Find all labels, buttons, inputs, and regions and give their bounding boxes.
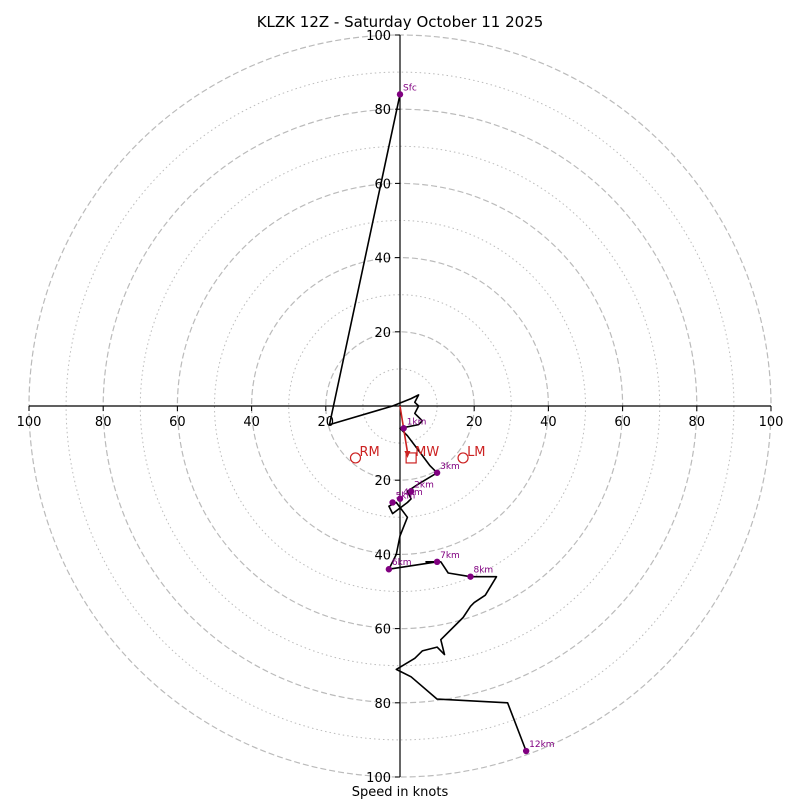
x-tick-label: 60: [169, 415, 186, 430]
height-marker-3km: [433, 469, 441, 476]
x-tick-label: 20: [466, 415, 483, 430]
height-marker-1km: [400, 425, 407, 432]
x-tick-label: 100: [759, 415, 784, 430]
storm-motion-rm: [349, 452, 362, 464]
height-marker-label: 3km: [440, 462, 460, 472]
y-tick-label: 100: [366, 29, 391, 44]
height-marker-label: 4km: [403, 488, 423, 498]
storm-motion-label: LM: [467, 445, 485, 460]
y-tick-label: 60: [374, 623, 391, 638]
tick-labels: 100 80 60 40 20 20 40 60 80 100100806040202040608…: [17, 29, 784, 786]
x-tick-label: 40: [243, 415, 260, 430]
height-marker-label: Sfc: [403, 83, 417, 93]
height-marker-sfc: [396, 91, 404, 98]
y-tick-label: 40: [374, 252, 391, 267]
x-tick-label: 100: [17, 415, 42, 430]
x-tick-label: 80: [689, 415, 706, 430]
x-tick-label: 40: [540, 415, 557, 430]
y-tick-label: 100: [366, 771, 391, 786]
y-tick-label: 80: [374, 103, 391, 118]
height-marker-label: 2km: [414, 480, 434, 490]
y-tick-label: 20: [374, 474, 391, 489]
chart-title: KLZK 12Z - Saturday October 11 2025: [257, 13, 544, 31]
height-marker-2km: [407, 488, 415, 495]
y-tick-label: 40: [374, 548, 391, 563]
height-marker-12km: [522, 747, 530, 755]
height-marker-5km: [389, 499, 396, 506]
hodograph-trace: [328, 94, 527, 752]
height-marker-label: 5km: [396, 491, 416, 501]
height-marker-label: 1km: [407, 417, 427, 427]
mean-wind-arrowhead: [404, 450, 411, 458]
storm-motion-label: RM: [359, 445, 379, 460]
storm-motion-label: MW: [415, 445, 439, 460]
y-tick-label: 80: [374, 697, 391, 712]
hodograph-line: [328, 94, 527, 752]
height-marker-label: 6km: [392, 558, 412, 568]
height-marker-label: 12km: [529, 740, 554, 750]
storm-motion-mw: [405, 452, 417, 464]
height-marker-label: 7km: [440, 551, 460, 561]
height-marker-8km: [467, 573, 474, 580]
x-tick-label: 60: [614, 415, 631, 430]
y-tick-label: 20: [374, 326, 391, 341]
height-marker-4km: [396, 495, 404, 502]
storm-motion-lm: [457, 452, 469, 464]
y-tick-label: 60: [374, 177, 391, 192]
x-axis-label: Speed in knots: [352, 785, 449, 800]
storm-motion-markers: RM MW LM: [349, 405, 486, 464]
height-marker-label: 8km: [473, 566, 493, 576]
height-marker-6km: [385, 566, 393, 573]
x-tick-label: 80: [95, 415, 112, 430]
height-marker-7km: [433, 558, 441, 566]
